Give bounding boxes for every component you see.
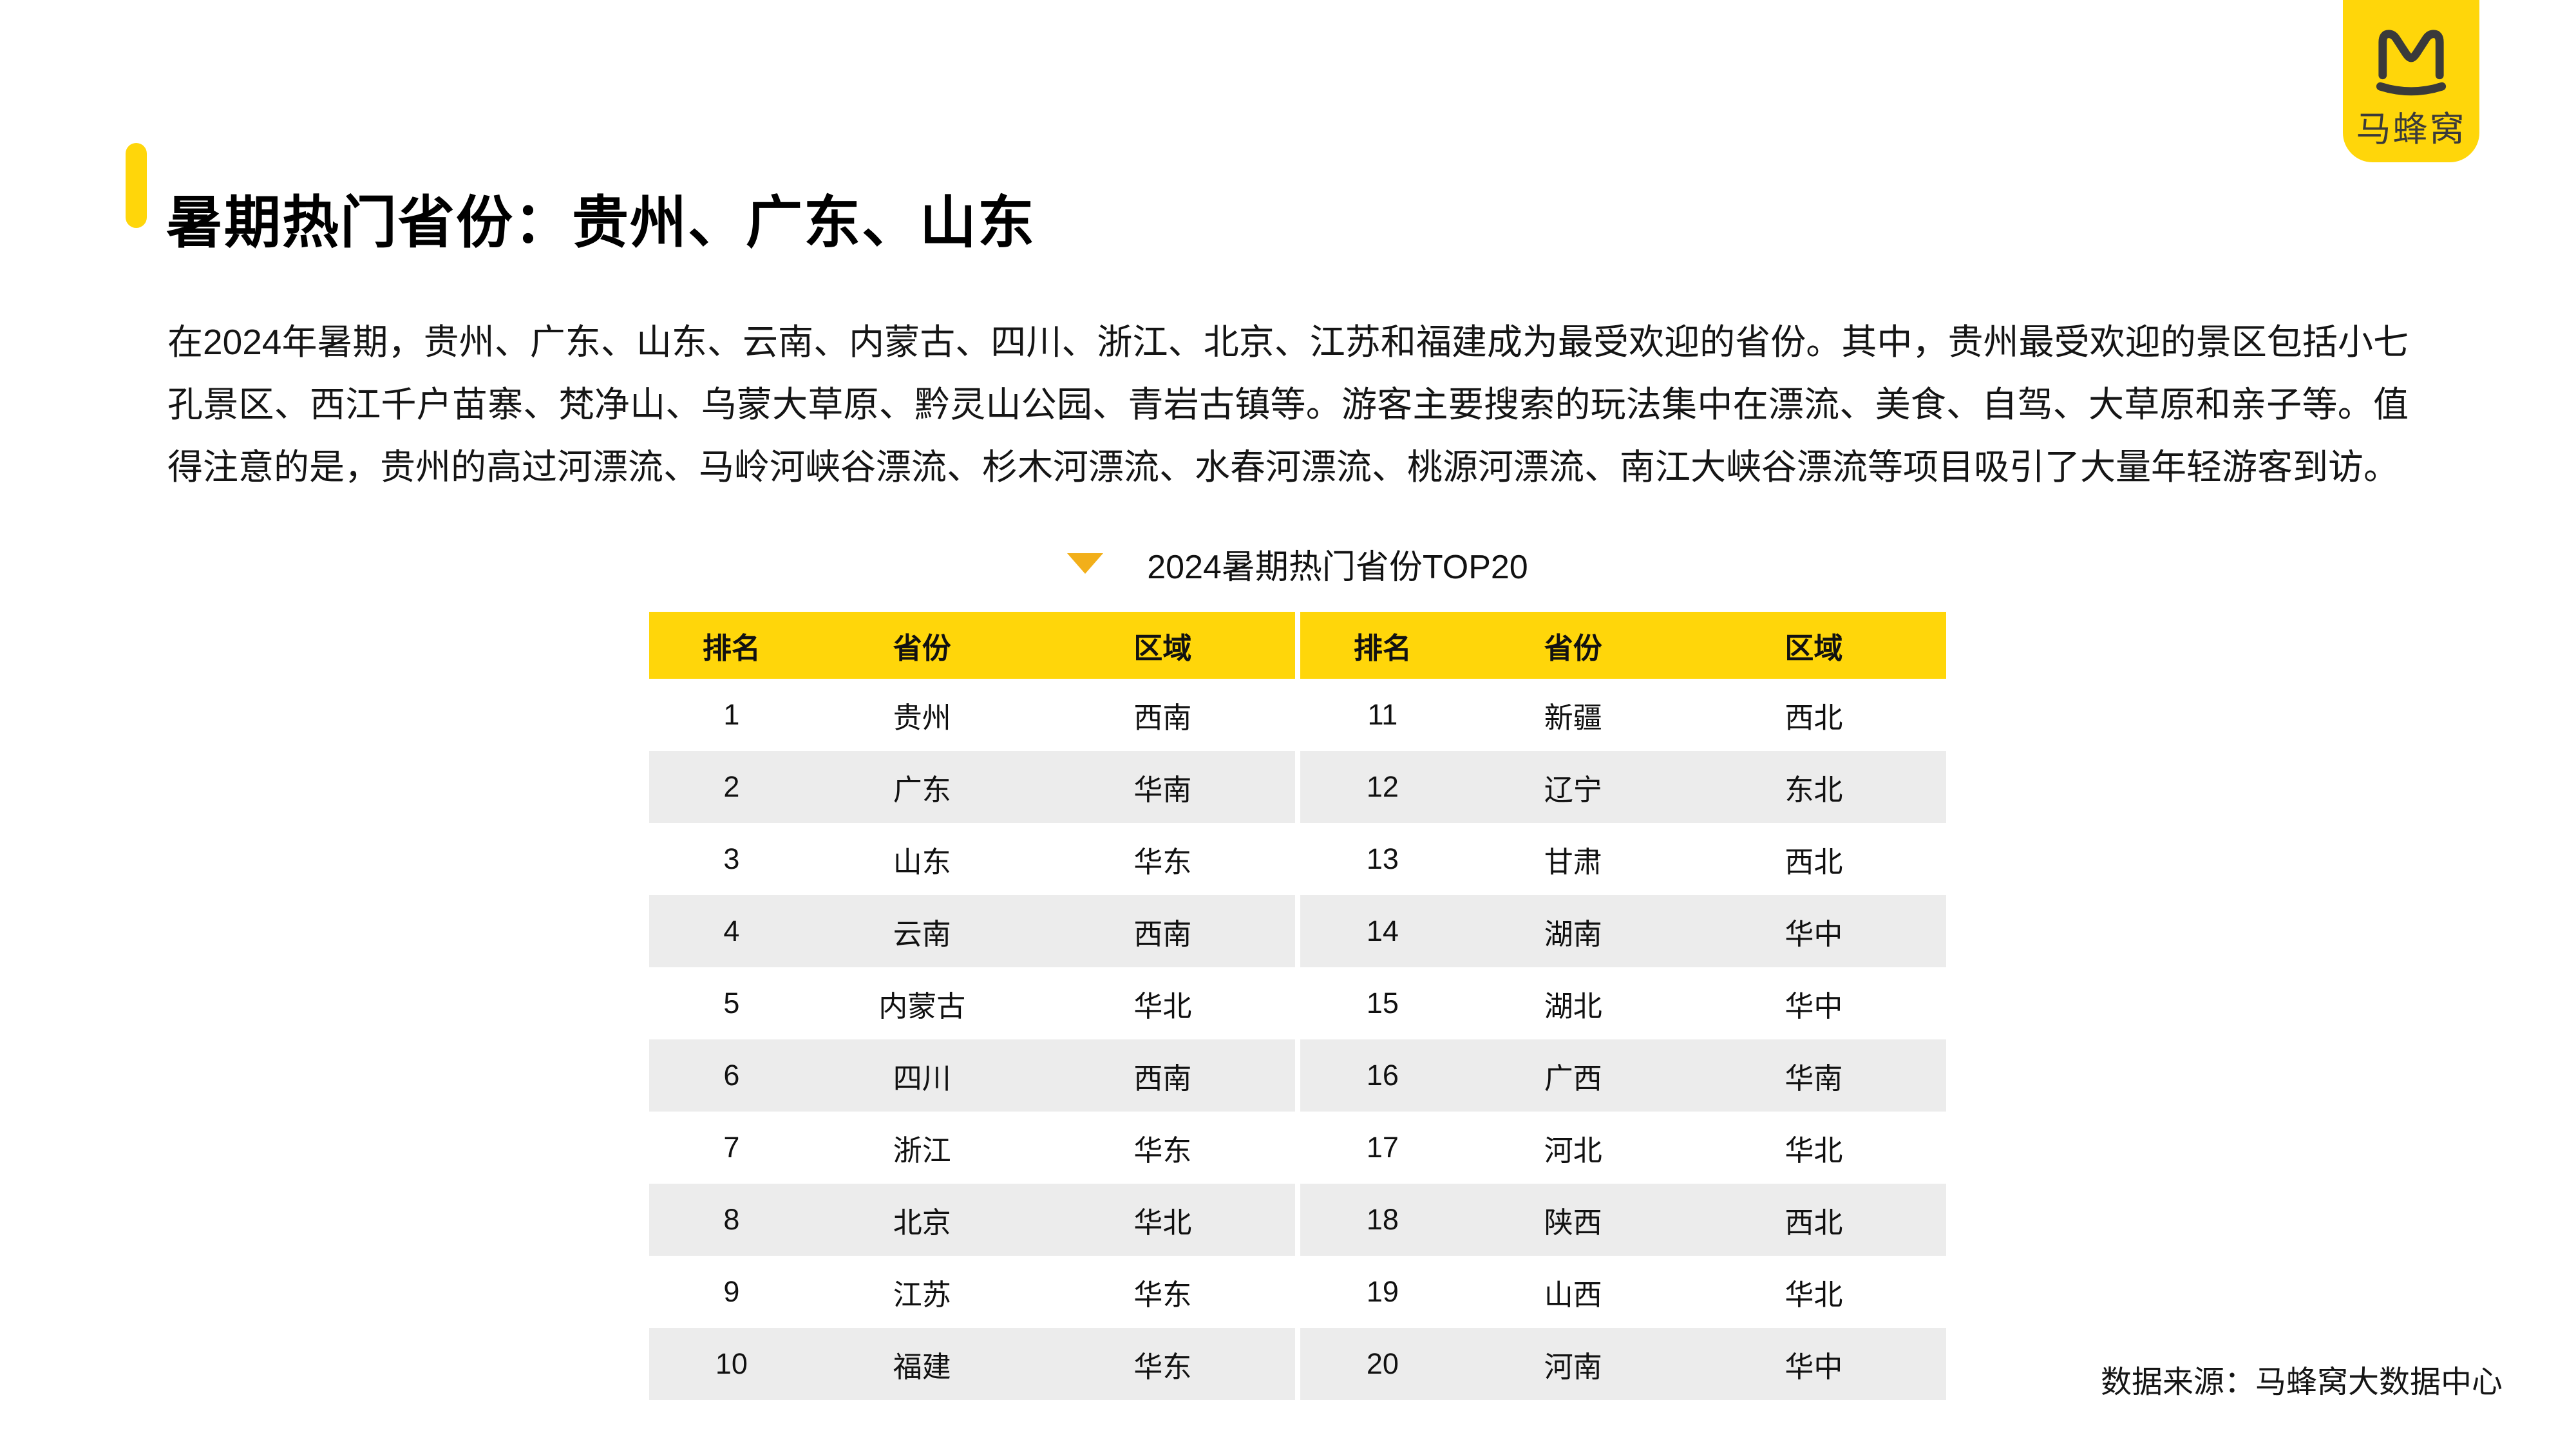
province-cell: 河北	[1544, 1133, 1602, 1167]
mafengwo-logo: 马蜂窝	[2343, 0, 2479, 162]
table-row: 9 江苏 华东 19 山西 华北	[649, 1256, 1946, 1328]
mafengwo-m-icon	[2376, 30, 2447, 96]
region-cell: 华东	[1133, 1133, 1192, 1167]
region-cell: 东北	[1785, 773, 1843, 806]
rank-cell: 20	[1366, 1347, 1399, 1380]
table-header-left: 排名 省份 区域	[649, 612, 1295, 679]
rank-cell: 17	[1366, 1131, 1399, 1164]
rank-cell: 6	[723, 1059, 740, 1092]
region-cell: 华中	[1785, 989, 1843, 1023]
table-row: 10 福建 华东 20 河南 华中	[649, 1328, 1946, 1400]
region-cell: 西南	[1133, 917, 1192, 951]
region-cell: 西北	[1785, 845, 1843, 878]
table-header: 排名 省份 区域 排名 省份 区域	[649, 612, 1946, 679]
rank-cell: 16	[1366, 1059, 1399, 1092]
logo-brand-name: 马蜂窝	[2356, 110, 2467, 149]
province-cell: 北京	[893, 1206, 951, 1239]
title-accent-bar	[126, 143, 147, 228]
region-cell: 华南	[1133, 773, 1192, 806]
intro-paragraph: 在2024年暑期，贵州、广东、山东、云南、内蒙古、四川、浙江、北京、江苏和福建成…	[167, 322, 2409, 487]
province-cell: 云南	[893, 917, 951, 951]
table-row: 3 山东 华东 13 甘肃 西北	[649, 823, 1946, 895]
province-cell: 浙江	[893, 1133, 951, 1167]
region-cell: 西北	[1785, 1206, 1843, 1239]
table-title: 2024暑期热门省份TOP20	[1147, 548, 1528, 586]
table-row: 4 云南 西南 14 湖南 华中	[649, 895, 1946, 967]
province-cell: 陕西	[1544, 1206, 1602, 1239]
region-cell: 华东	[1133, 845, 1192, 878]
province-cell: 湖北	[1544, 989, 1602, 1023]
province-cell: 福建	[893, 1350, 951, 1383]
rank-cell: 5	[723, 987, 740, 1019]
rank-cell: 13	[1366, 842, 1399, 875]
rank-cell: 18	[1366, 1203, 1399, 1236]
region-cell: 华北	[1785, 1278, 1843, 1311]
province-cell: 新疆	[1544, 701, 1602, 734]
region-cell: 华南	[1785, 1061, 1843, 1095]
rank-cell: 12	[1366, 770, 1399, 803]
province-cell: 山西	[1544, 1278, 1602, 1311]
rank-cell: 15	[1366, 987, 1399, 1019]
column-header-province: 省份	[893, 631, 951, 665]
table-row: 8 北京 华北 18 陕西 西北	[649, 1184, 1946, 1256]
province-cell: 河南	[1544, 1350, 1602, 1383]
rank-cell: 8	[723, 1203, 740, 1236]
rank-cell: 2	[723, 770, 740, 803]
region-cell: 西南	[1133, 701, 1192, 734]
province-cell: 内蒙古	[878, 989, 966, 1023]
triangle-down-icon	[1067, 553, 1104, 574]
table-caption: 2024暑期热门省份TOP20	[649, 544, 1946, 586]
table-row: 7 浙江 华东 17 河北 华北	[649, 1112, 1946, 1184]
rank-cell: 9	[723, 1275, 740, 1308]
region-cell: 华中	[1785, 1350, 1843, 1383]
table-row: 1 贵州 西南 11 新疆 西北	[649, 679, 1946, 751]
province-cell: 广西	[1544, 1061, 1602, 1095]
province-cell: 辽宁	[1544, 773, 1602, 806]
province-cell: 湖南	[1544, 917, 1602, 951]
province-cell: 江苏	[893, 1278, 951, 1311]
province-cell: 山东	[893, 845, 951, 878]
rank-cell: 4	[723, 914, 740, 947]
rank-cell: 7	[723, 1131, 740, 1164]
column-header-rank: 排名	[702, 631, 761, 665]
ranking-table: 排名 省份 区域 排名 省份 区域 1 贵州 西南 11 新疆 西北	[649, 612, 1946, 1400]
region-cell: 华东	[1133, 1350, 1192, 1383]
data-source: 数据来源：马蜂窝大数据中心	[2100, 1365, 2503, 1399]
rank-cell: 3	[723, 842, 740, 875]
region-cell: 华北	[1785, 1133, 1843, 1167]
province-cell: 贵州	[893, 701, 951, 734]
column-header-province: 省份	[1544, 631, 1602, 665]
rank-cell: 11	[1367, 698, 1398, 731]
region-cell: 华中	[1785, 917, 1843, 951]
table-header-right: 排名 省份 区域	[1300, 612, 1946, 679]
table-row: 2 广东 华南 12 辽宁 东北	[649, 751, 1946, 823]
page-title: 暑期热门省份：贵州、广东、山东	[166, 190, 1036, 254]
table-row: 5 内蒙古 华北 15 湖北 华中	[649, 967, 1946, 1039]
table-row: 6 四川 西南 16 广西 华南	[649, 1039, 1946, 1112]
column-header-rank: 排名	[1353, 631, 1412, 665]
region-cell: 华北	[1133, 989, 1192, 1023]
region-cell: 西南	[1133, 1061, 1192, 1095]
province-cell: 甘肃	[1544, 845, 1602, 878]
region-cell: 华东	[1133, 1278, 1192, 1311]
rank-cell: 14	[1366, 914, 1399, 947]
column-header-region: 区域	[1133, 631, 1192, 665]
rank-cell: 1	[723, 698, 740, 731]
province-cell: 广东	[893, 773, 951, 806]
province-cell: 四川	[893, 1061, 951, 1095]
region-cell: 华北	[1133, 1206, 1192, 1239]
region-cell: 西北	[1785, 701, 1843, 734]
rank-cell: 19	[1366, 1275, 1399, 1308]
column-header-region: 区域	[1785, 631, 1843, 665]
rank-cell: 10	[715, 1347, 748, 1380]
